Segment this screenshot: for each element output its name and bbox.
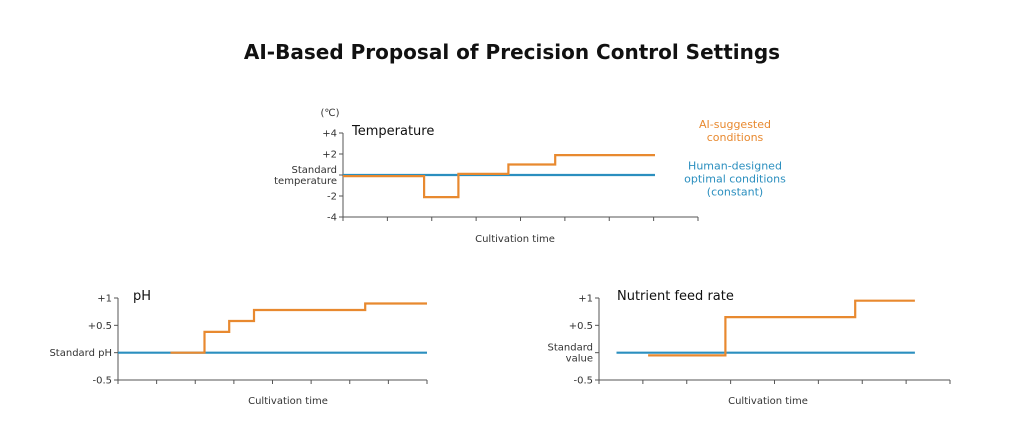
chart-title: pH [133, 289, 151, 304]
ai-suggested-label: AI-suggested conditions [699, 118, 771, 144]
chart-title: Nutrient feed rate [617, 289, 734, 304]
y-tick-label: Standard pH [49, 348, 112, 359]
y-tick-label: -0.5 [573, 376, 593, 387]
y-tick-label: +2 [322, 150, 337, 161]
y-tick-label: -0.5 [92, 376, 112, 387]
ai-suggested-series-line [648, 299, 915, 357]
chart-title: Temperature [351, 124, 434, 139]
y-tick-label: +1 [578, 294, 593, 305]
y-tick-label: Standard value [548, 343, 594, 365]
ai-suggested-series-line [343, 154, 655, 199]
y-tick-label: +0.5 [88, 321, 112, 332]
human-designed-label: Human-designed optimal conditions (constan… [684, 160, 786, 199]
x-axis-label: Cultivation time [248, 396, 328, 407]
ai-suggested-series-line [170, 302, 427, 354]
y-tick-label: -2 [327, 192, 337, 203]
y-tick-label: -4 [327, 213, 337, 224]
x-axis-label: Cultivation time [475, 234, 555, 245]
y-unit-label: (℃) [320, 108, 339, 119]
x-axis-label: Cultivation time [728, 396, 808, 407]
y-tick-label: Standard temperature [274, 165, 337, 187]
y-tick-label: +4 [322, 129, 337, 140]
y-tick-label: +1 [97, 294, 112, 305]
page-title: AI-Based Proposal of Precision Control S… [243, 40, 781, 64]
y-tick-label: +0.5 [569, 321, 593, 332]
